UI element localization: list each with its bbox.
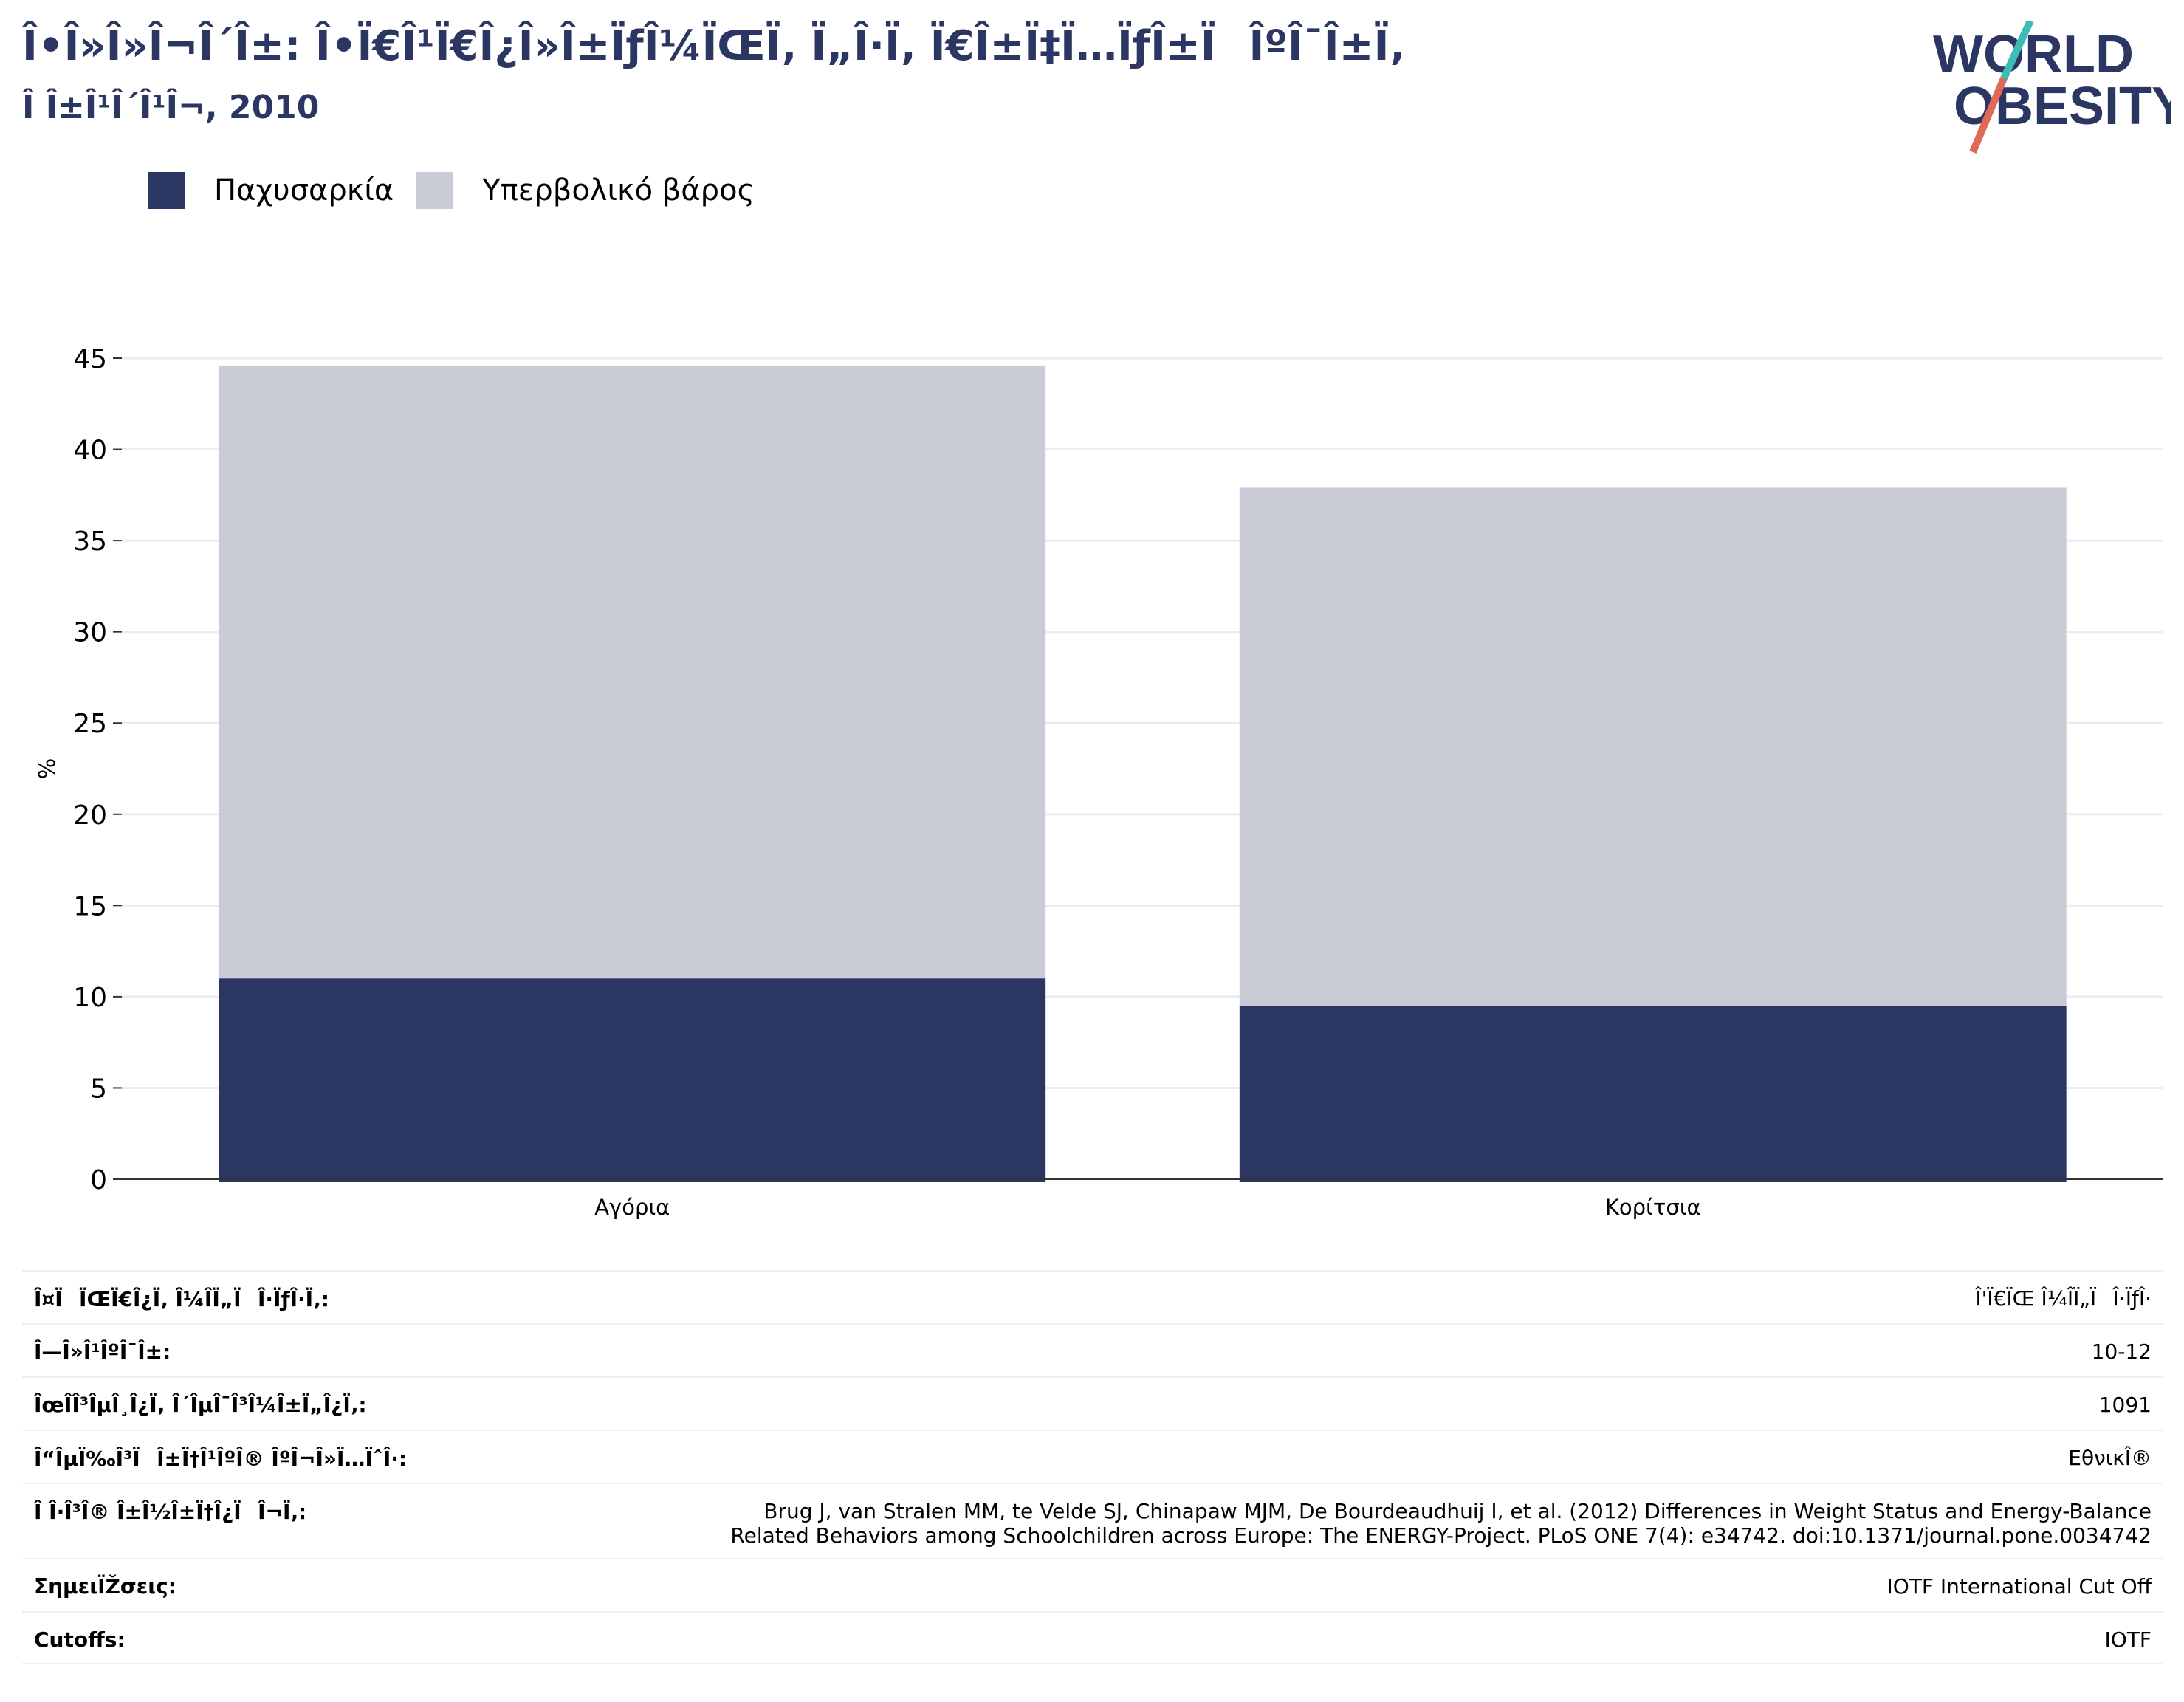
y-tick-label: 10 (73, 983, 107, 1013)
chart-title: Î•Î»Î»Î¬Î´Î±: Î•Ï€Î¹Ï€Î¿Î»Î±ÏƒÎ¼ÏŒÏ‚ Ï„Î… (22, 22, 1405, 70)
logo-slash-top (2000, 21, 2034, 80)
logo-slash-bottom (1969, 77, 2008, 154)
info-value: 1091 (2098, 1393, 2152, 1417)
y-tick-label: 45 (73, 344, 107, 374)
info-row-measurement: Î¤ÏÏŒÏ€Î¿Ï‚ Î¼Î­Ï„ÏÎ·ÏƒÎ·Ï‚: Î'Ï€ÏŒ Î¼… (22, 1270, 2163, 1323)
chart-legend: Παχυσαρκία Υπερβολικό βάρος (148, 171, 777, 210)
world-obesity-logo: WORLD OBESITY (1933, 21, 2171, 154)
x-tick-label: Κορίτσια (1605, 1195, 1701, 1220)
bar-overweight-girls (1239, 487, 2067, 1006)
info-value: IOTF (2104, 1627, 2152, 1652)
legend-label-overweight: Υπερβολικό βάρος (482, 174, 755, 207)
bar-overweight-boys (219, 365, 1046, 979)
info-label: Î—Î»Î¹ÎºÎ¯Î±: (34, 1339, 171, 1364)
info-label: Cutoffs: (34, 1627, 126, 1652)
y-tick-label: 40 (73, 436, 107, 466)
y-tick-label: 0 (90, 1165, 107, 1195)
legend-swatch-obesity (148, 172, 185, 209)
stacked-bar-chart: 0 5 10 15 20 25 30 35 40 45% Αγόρια Κορίτσια (35, 344, 2163, 1220)
chart-subtitle: Î Î±Î¹Î´Î¹Î¬, 2010 (22, 89, 320, 126)
info-row-reference: Î Î·Î³Î® Î±Î½Î±Ï†Î¿ÏÎ¬Ï‚: Brug J, van S… (22, 1483, 2163, 1558)
bar-obesity-girls (1239, 1006, 2067, 1182)
y-axis-label: % (35, 758, 61, 780)
y-tick-label: 30 (73, 618, 107, 648)
info-value: 10-12 (2091, 1339, 2152, 1364)
info-value: Brug J, van Stralen MM, te Velde SJ, Chi… (730, 1499, 2152, 1548)
info-row-age: Î—Î»Î¹ÎºÎ¯Î±: 10-12 (22, 1323, 2163, 1376)
x-tick-label: Αγόρια (594, 1195, 670, 1220)
legend-label-obesity: Παχυσαρκία (214, 174, 394, 207)
info-label: Î Î·Î³Î® Î±Î½Î±Ï†Î¿ÏÎ¬Ï‚: (34, 1500, 307, 1524)
logo-word-world: WORLD (1933, 25, 2134, 84)
info-label: ΣημειÏŽσεις: (34, 1574, 176, 1599)
info-row-notes: ΣημειÏŽσεις: IOTF International Cut Off (22, 1558, 2163, 1611)
legend-item-obesity[interactable]: Παχυσαρκία (148, 172, 394, 209)
y-tick-label: 15 (73, 891, 107, 922)
bar-obesity-boys (219, 978, 1046, 1182)
y-tick-label: 5 (90, 1074, 107, 1104)
info-row-coverage: Î“ÎµÏ‰Î³ÏÎ±Ï†Î¹ÎºÎ® ÎºÎ¬Î»Ï…ÏˆÎ·: Εθνικ… (22, 1430, 2163, 1483)
info-value: IOTF International Cut Off (1886, 1574, 2152, 1599)
info-row-cutoffs: Cutoffs: IOTF (22, 1611, 2163, 1664)
info-value: ΕθνικÎ® (2068, 1446, 2152, 1470)
info-table: Î¤ÏÏŒÏ€Î¿Ï‚ Î¼Î­Ï„ÏÎ·ÏƒÎ·Ï‚: Î'Ï€ÏŒ Î¼… (22, 1270, 2163, 1664)
y-tick-label: 25 (73, 709, 107, 739)
info-row-sample-size: ÎœÎ­Î³ÎµÎ¸Î¿Ï‚ Î´ÎµÎ¯Î³Î¼Î±Ï„Î¿Ï‚: 1091 (22, 1376, 2163, 1430)
info-label: Î¤ÏÏŒÏ€Î¿Ï‚ Î¼Î­Ï„ÏÎ·ÏƒÎ·Ï‚: (34, 1287, 329, 1311)
info-value: Î'Ï€ÏŒ Î¼Î­Ï„ÏÎ·ÏƒÎ· (1975, 1286, 2152, 1311)
y-tick-label: 35 (73, 526, 107, 557)
info-label: ÎœÎ­Î³ÎµÎ¸Î¿Ï‚ Î´ÎµÎ¯Î³Î¼Î±Ï„Î¿Ï‚: (34, 1393, 367, 1417)
y-tick-label: 20 (73, 800, 107, 831)
legend-swatch-overweight (416, 172, 453, 209)
info-label: Î“ÎµÏ‰Î³ÏÎ±Ï†Î¹ÎºÎ® ÎºÎ¬Î»Ï…ÏˆÎ·: (34, 1447, 408, 1471)
legend-item-overweight[interactable]: Υπερβολικό βάρος (416, 172, 755, 209)
